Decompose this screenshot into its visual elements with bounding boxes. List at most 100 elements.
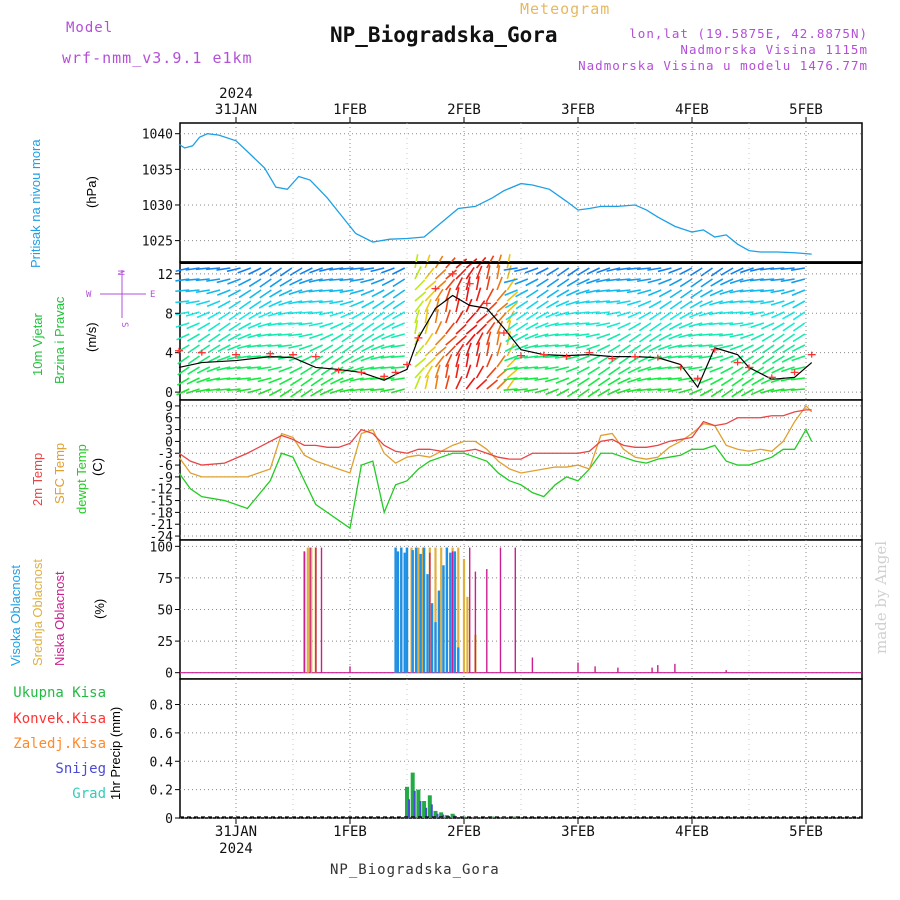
wind-barb bbox=[668, 267, 683, 274]
cloud-mid-bar bbox=[462, 558, 466, 673]
wind-barb bbox=[392, 289, 406, 299]
wind-barb bbox=[658, 289, 672, 298]
wind-barb bbox=[390, 333, 405, 339]
wind-barb bbox=[647, 366, 662, 371]
wind-barb bbox=[597, 366, 611, 376]
wind-barb bbox=[544, 355, 559, 359]
wind-barb bbox=[762, 344, 775, 354]
wind-barb bbox=[729, 311, 744, 315]
wind-barb bbox=[544, 322, 559, 328]
wind-barb bbox=[381, 267, 395, 274]
wind-barb bbox=[790, 267, 805, 271]
wind-barb bbox=[206, 289, 221, 295]
y-tick-label: 0.2 bbox=[150, 784, 173, 799]
wind-barb bbox=[445, 353, 453, 368]
wind-barb bbox=[608, 366, 621, 376]
wind-barb bbox=[372, 311, 385, 321]
wind-barb bbox=[339, 278, 354, 282]
top-date-label: 5FEB bbox=[789, 102, 823, 118]
wind-barb bbox=[729, 278, 744, 285]
wind-barb bbox=[791, 344, 806, 353]
wind-barb bbox=[414, 309, 421, 324]
wind-barb bbox=[486, 367, 497, 379]
wind-barb bbox=[792, 300, 806, 309]
wind-barb bbox=[370, 377, 385, 381]
wind-barb bbox=[216, 289, 231, 296]
y-tick-label: -6 bbox=[157, 459, 173, 474]
wind-barb bbox=[445, 335, 457, 346]
compass-e-label: E bbox=[150, 290, 155, 300]
wind-barb bbox=[617, 377, 631, 385]
wind-barb bbox=[781, 300, 795, 308]
wind-barb bbox=[238, 322, 252, 331]
wind-barb bbox=[185, 388, 200, 395]
cloud-high-bar bbox=[411, 550, 414, 673]
wind-barb bbox=[486, 265, 491, 280]
wind-barb bbox=[750, 388, 765, 396]
wind-barb bbox=[414, 266, 422, 280]
wind-barb bbox=[618, 333, 631, 342]
wind-barb bbox=[455, 323, 467, 335]
wind-barb bbox=[278, 289, 293, 297]
wind-barb bbox=[259, 267, 272, 277]
wind-barb bbox=[496, 276, 503, 291]
wind-barb bbox=[677, 355, 693, 359]
wind-barb bbox=[288, 289, 303, 296]
coords-text: lon,lat (19.5875E, 42.8875N) bbox=[629, 26, 868, 41]
wind-barb bbox=[455, 353, 461, 368]
temp2m-line bbox=[178, 409, 812, 466]
wind-barb bbox=[636, 388, 652, 392]
wind-barb bbox=[679, 300, 693, 310]
wind-barb bbox=[524, 377, 539, 381]
cloud-low-bar bbox=[725, 670, 727, 673]
wind-barb bbox=[206, 366, 221, 373]
cloud-low-bar bbox=[429, 552, 431, 673]
wind-barb bbox=[740, 267, 754, 274]
wind-barb bbox=[238, 300, 252, 310]
wind-barb bbox=[486, 276, 491, 291]
wind-barb bbox=[359, 267, 375, 271]
wind-barb bbox=[486, 379, 499, 390]
wind-barb bbox=[585, 322, 600, 326]
precip-snow-bar bbox=[419, 800, 422, 818]
wind-barb bbox=[577, 388, 590, 398]
wind-barb bbox=[515, 311, 529, 321]
wind-barb bbox=[361, 311, 375, 321]
wind-barb bbox=[708, 355, 723, 361]
wind-barb bbox=[390, 355, 405, 359]
wind-barb bbox=[699, 388, 713, 397]
cloud-mid-bar bbox=[434, 547, 437, 673]
wind-barb bbox=[565, 333, 580, 337]
wind-barb bbox=[185, 289, 200, 293]
wind-barb bbox=[791, 289, 806, 297]
wind-barb bbox=[330, 322, 344, 330]
wind-barb bbox=[770, 388, 785, 393]
wind-barb bbox=[596, 267, 611, 274]
cloud-high-bar bbox=[445, 547, 449, 673]
wind-barb bbox=[218, 322, 231, 332]
wind-barb bbox=[720, 278, 734, 286]
wind-barb bbox=[575, 322, 590, 326]
wind-barb bbox=[792, 333, 806, 343]
wind-barb bbox=[371, 333, 385, 342]
wind-barb bbox=[248, 311, 262, 320]
wind-barb bbox=[657, 388, 672, 392]
wind-barb bbox=[380, 366, 395, 370]
wind-barb bbox=[719, 311, 734, 315]
cloud-high-bar bbox=[405, 547, 409, 673]
wind-barb bbox=[504, 355, 518, 362]
wind-barb bbox=[267, 322, 282, 327]
wind-barb bbox=[390, 377, 405, 382]
wind-barb bbox=[237, 344, 252, 350]
wind-barb bbox=[175, 322, 190, 328]
wind-barb bbox=[279, 278, 293, 287]
wind-barb bbox=[739, 322, 754, 327]
wind-barb bbox=[207, 322, 221, 332]
precip-bar bbox=[450, 813, 455, 818]
wind-barb bbox=[780, 278, 795, 283]
wind-barb bbox=[392, 278, 406, 288]
wind-barb bbox=[749, 278, 764, 282]
wind-barb bbox=[392, 311, 406, 320]
wind-barb bbox=[247, 366, 262, 370]
wind-barb bbox=[781, 355, 795, 363]
